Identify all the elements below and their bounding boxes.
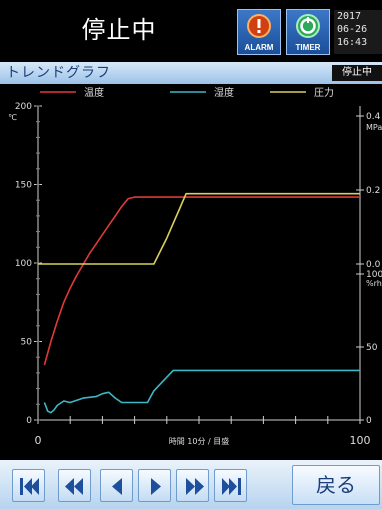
left-axis-tick-label: 150 [15,181,32,191]
pressure-axis-unit: MPa [366,123,382,132]
status-badge: 停止中 [332,65,382,81]
series-layer [38,192,360,414]
pressure-axis-tick-label: 0.2 [366,186,380,196]
machine-status-title: 停止中 [81,16,157,44]
alarm-icon [247,14,271,38]
fast-forward-icon [186,478,204,495]
pressure-axis-tick-label: 0.0 [366,260,381,270]
header-bar: 停止中 ALARM TIMER 2017 06-26 16:43 [0,0,382,62]
first-page-button[interactable] [12,469,45,502]
skip-to-start-icon [20,478,39,495]
left-axis-tick-label: 50 [21,338,33,348]
legend-label: 湿度 [214,86,234,99]
x-axis-label: 時間 10分 / 目盛 [169,436,230,446]
fast-rewind-icon [65,478,83,495]
step-forward-icon [151,478,161,495]
legend: 温度 湿度 圧力 [40,86,334,99]
series-line-humidity [43,369,360,414]
panel-title: トレンドグラフ [6,65,111,81]
step-back-button[interactable] [100,469,133,502]
x-axis-tick-label: 0 [35,434,42,447]
panel-title-bar: トレンドグラフ 停止中 [0,62,382,84]
last-page-button[interactable] [214,469,247,502]
axes: 200 150 100 50 0 ℃ 0.4 0.2 0.0 MPa 100 50 0 %rh 0 100 時間… [8,102,382,447]
clock-date: 06-26 [337,24,368,35]
navigation-bar: 戻る [0,460,382,509]
clock-time: 16:43 [337,37,368,48]
left-axis-tick-label: 0 [26,416,32,426]
humidity-axis-tick-label: 0 [366,416,372,426]
left-axis-tick-label: 200 [15,102,32,112]
legend-label: 圧力 [314,86,334,99]
step-forward-button[interactable] [138,469,171,502]
humidity-axis-unit: %rh [366,279,382,288]
legend-label: 温度 [84,86,104,99]
clock-year: 2017 [337,11,362,22]
timer-button[interactable]: TIMER [286,9,330,55]
trend-graph: 温度 湿度 圧力 200 150 100 50 0 ℃ 0.4 0.2 0.0 MPa 100 50 0 %r… [0,84,382,460]
series-line-pressure [38,192,360,265]
graph-background [0,84,382,460]
alarm-button[interactable]: ALARM [237,9,281,55]
series-line-temperature [43,196,360,366]
x-axis-tick-label: 100 [350,434,371,447]
timer-label: TIMER [295,43,321,52]
back-button[interactable]: 戻る [292,465,380,505]
fast-back-button[interactable] [58,469,91,502]
humidity-axis-tick-label: 100 [366,270,382,280]
step-back-icon [112,478,122,495]
pressure-axis-tick-label: 0.4 [366,112,381,122]
left-axis-unit: ℃ [8,113,17,122]
left-axis-tick-label: 100 [15,259,32,269]
alarm-label: ALARM [244,43,274,52]
humidity-axis-tick-label: 50 [366,343,378,353]
fast-forward-button[interactable] [176,469,209,502]
clock-display: 2017 06-26 16:43 [334,10,382,54]
timer-icon [296,14,320,38]
skip-to-end-icon [222,478,241,495]
